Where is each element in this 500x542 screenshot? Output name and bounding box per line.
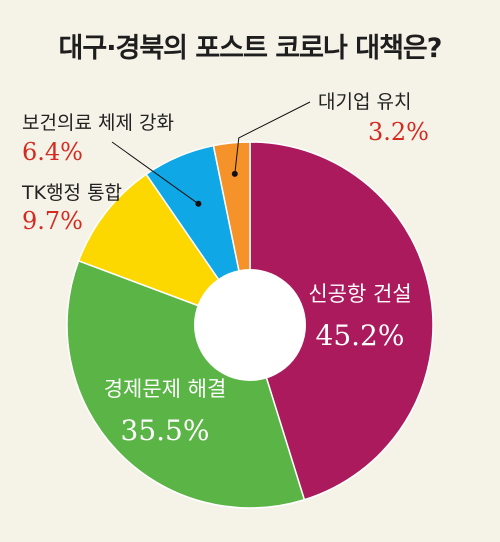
leader-line-5 — [234, 101, 311, 174]
slice-label-1: 신공항 건설 — [308, 282, 411, 306]
slice-label-3: TK행정 통합 — [21, 182, 122, 204]
slice-label-5: 대기업 유치 — [318, 91, 411, 113]
slice-label-2: 경제문제 해결 — [104, 377, 227, 401]
slice-value-3: 9.7% — [22, 207, 83, 235]
pie-slice-1 — [249, 141, 434, 501]
slice-value-5: 3.2% — [368, 118, 429, 146]
leader-line-4 — [111, 141, 199, 205]
chart-title: 대구·경북의 포스트 코로나 대책은? — [58, 33, 443, 64]
leader-dot-4 — [195, 200, 202, 207]
donut-center-hole — [194, 269, 306, 381]
slice-value-2: 35.5% — [121, 414, 210, 447]
pie-slice-3 — [77, 173, 252, 327]
slice-value-1: 45.2% — [316, 319, 405, 352]
slice-value-4: 6.4% — [22, 138, 83, 166]
pie-slice-2 — [66, 259, 306, 509]
slice-label-4: 보건의료 체제 강화 — [22, 112, 174, 134]
leader-dot-5 — [231, 170, 238, 177]
